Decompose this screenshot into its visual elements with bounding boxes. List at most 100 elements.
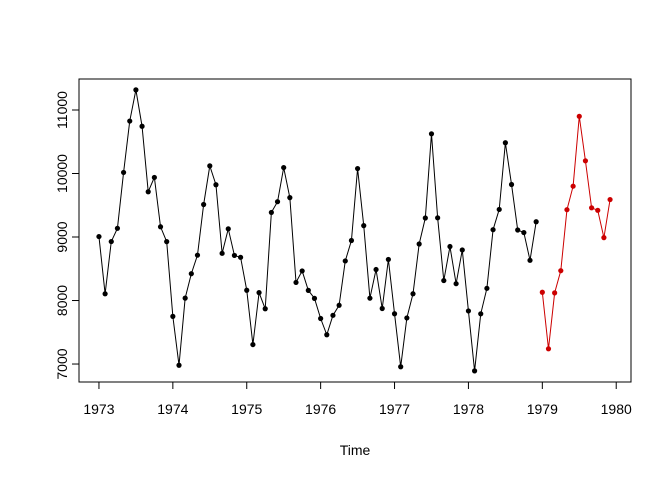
data-point [176, 362, 182, 368]
series-line [541, 116, 611, 349]
data-point [465, 308, 472, 314]
data-point [293, 279, 299, 286]
data-point [281, 164, 287, 171]
data-point [582, 158, 589, 164]
data-point [287, 195, 293, 201]
data-point [570, 183, 576, 189]
x-tick-label: 1979 [527, 401, 558, 417]
data-point [527, 257, 533, 263]
data-point [194, 252, 201, 258]
data-point [576, 113, 582, 119]
y-tick-label: 7000 [54, 348, 70, 379]
x-tick-label: 1974 [157, 401, 188, 417]
data-point [250, 341, 256, 348]
data-point [274, 199, 281, 205]
data-point [539, 289, 545, 295]
x-axis-label: Time [340, 442, 371, 458]
data-point [225, 226, 231, 232]
y-tick-label: 11000 [54, 91, 70, 129]
data-point [404, 315, 410, 321]
data-point [207, 163, 213, 169]
data-point [336, 302, 342, 308]
data-point [459, 247, 465, 253]
data-point [422, 215, 428, 221]
data-point [311, 295, 318, 301]
data-point [515, 227, 521, 233]
data-point [133, 87, 139, 93]
data-point [127, 118, 133, 124]
data-point [164, 239, 170, 245]
x-tick-label: 1975 [231, 401, 262, 417]
data-point [398, 364, 404, 370]
data-point [558, 268, 564, 274]
y-tick-label: 10000 [54, 154, 70, 193]
data-point [262, 306, 268, 312]
data-point [108, 238, 114, 245]
data-point [102, 291, 108, 297]
data-point [188, 271, 194, 277]
data-point [139, 123, 145, 129]
data-point [564, 207, 570, 213]
data-point [256, 290, 262, 296]
data-point [170, 313, 176, 319]
data-point [490, 227, 496, 233]
data-point [145, 189, 151, 195]
data-point [607, 196, 613, 203]
data-point [373, 266, 379, 273]
data-point [428, 131, 435, 137]
data-point [299, 268, 305, 274]
data-point [416, 241, 422, 247]
data-point [318, 315, 324, 322]
data-point [391, 311, 398, 317]
data-point [379, 305, 385, 312]
data-point [237, 254, 244, 260]
data-point [114, 225, 121, 231]
data-point [305, 287, 311, 293]
data-point [441, 277, 447, 284]
y-tick-label: 8000 [54, 285, 70, 316]
y-tick-label: 9000 [54, 221, 70, 252]
data-point [201, 201, 207, 208]
data-point [96, 233, 102, 240]
data-point [521, 229, 527, 236]
data-point [545, 346, 552, 352]
x-tick-label: 1980 [601, 401, 632, 417]
series-line [98, 89, 537, 371]
data-point [268, 209, 274, 216]
data-point [120, 169, 127, 176]
data-point [342, 258, 348, 264]
data-point [151, 174, 157, 181]
data-point [552, 290, 558, 296]
data-point [182, 295, 188, 301]
data-point [361, 223, 367, 229]
data-point [484, 285, 490, 291]
data-point [588, 205, 595, 211]
x-tick-label: 1973 [83, 401, 114, 417]
data-point [348, 237, 355, 244]
data-point [508, 181, 515, 188]
x-tick-label: 1976 [305, 401, 336, 417]
x-tick-label: 1977 [379, 401, 410, 417]
data-point [213, 182, 219, 188]
data-point [330, 312, 336, 318]
data-point [453, 281, 459, 287]
data-point [324, 332, 330, 338]
data-point [595, 207, 601, 213]
data-point [410, 291, 416, 297]
data-point [354, 165, 361, 172]
data-point [367, 295, 373, 301]
data-point [244, 287, 250, 293]
data-point [231, 252, 238, 259]
data-point [447, 243, 453, 250]
data-point [502, 140, 508, 146]
data-point [533, 219, 539, 225]
x-tick-label: 1978 [453, 401, 484, 417]
data-point [435, 215, 441, 221]
data-point [157, 224, 164, 230]
data-point [496, 206, 502, 213]
data-point [471, 368, 478, 374]
data-point [219, 250, 225, 256]
data-point [478, 311, 484, 317]
data-point [385, 256, 391, 263]
